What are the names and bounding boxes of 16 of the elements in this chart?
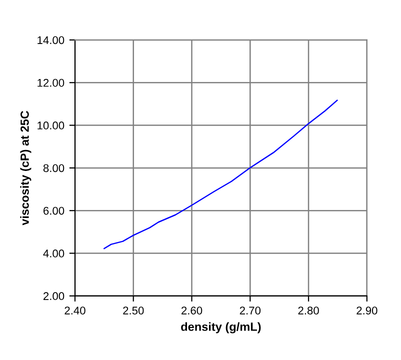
x-tick-label: 2.40 bbox=[64, 306, 86, 314]
x-tick-label: 2.80 bbox=[298, 306, 319, 314]
y-tick-label: 2.00 bbox=[44, 292, 64, 300]
y-tick-label: 12.00 bbox=[38, 78, 64, 87]
y-tick-label: 14.00 bbox=[38, 36, 64, 44]
x-tick-label: 2.90 bbox=[356, 306, 378, 314]
x-tick-label: 2.70 bbox=[240, 306, 261, 314]
y-tick-label: 6.00 bbox=[44, 206, 64, 215]
y-tick-label: 4.00 bbox=[43, 250, 64, 258]
x-axis-title: density (g/mL) bbox=[181, 322, 261, 334]
y-tick-label: 10.00 bbox=[38, 122, 64, 130]
x-tick-label: 2.50 bbox=[123, 306, 144, 314]
y-tick-label: 8.00 bbox=[43, 164, 64, 172]
x-tick-label: 2.60 bbox=[182, 306, 202, 314]
line-series bbox=[104, 100, 338, 250]
y-axis-title: viscosity (cP) at 25C bbox=[20, 110, 32, 226]
